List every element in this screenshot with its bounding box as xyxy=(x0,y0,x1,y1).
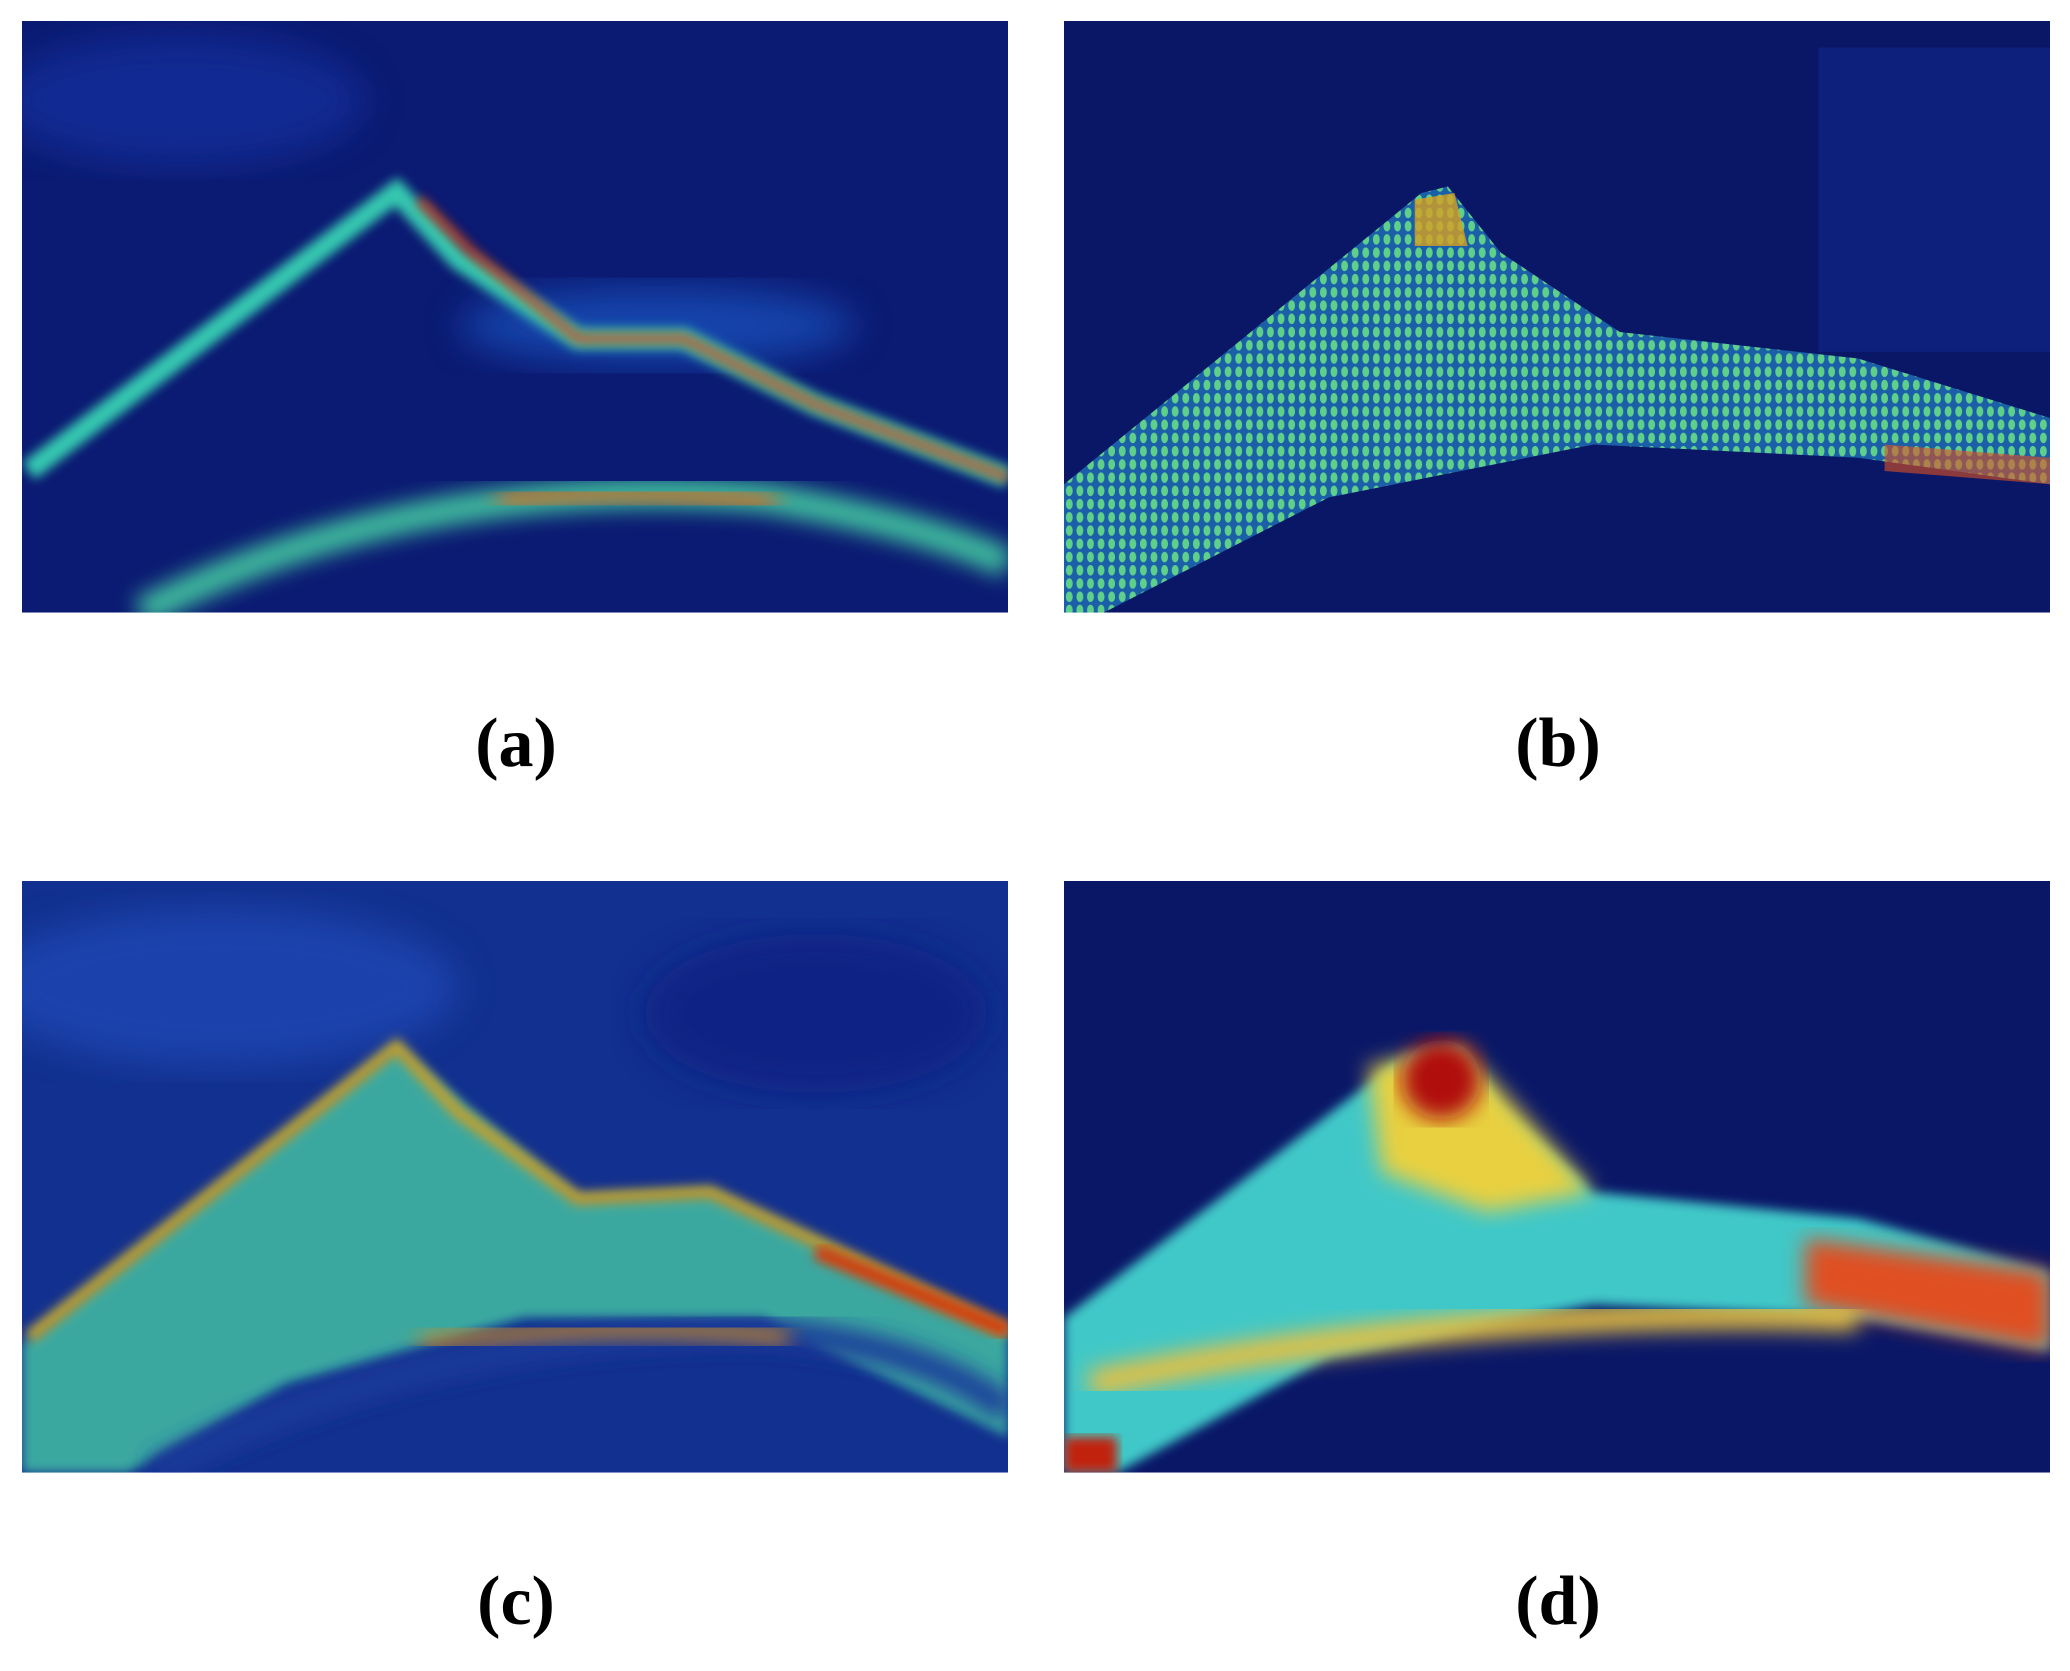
panel-label: (c) xyxy=(477,1563,555,1640)
heatmap-a xyxy=(22,21,1009,613)
panel-label: (a) xyxy=(475,705,557,782)
heatmap-c xyxy=(22,881,1009,1473)
panel-label: (b) xyxy=(1515,705,1601,782)
heatmap-b xyxy=(1064,21,2051,613)
heatmap-d xyxy=(1064,881,2051,1473)
panel-label: (d) xyxy=(1515,1563,1601,1640)
